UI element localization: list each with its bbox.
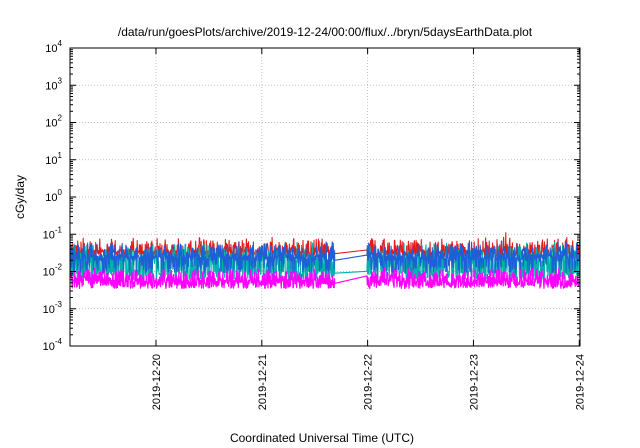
- x-tick-label: 2019-12-24: [574, 354, 586, 410]
- y-tick-label: 104: [45, 39, 62, 55]
- y-tick-label: 10-4: [43, 337, 63, 353]
- x-tick-label: 2019-12-22: [363, 354, 375, 410]
- y-tick-label: 100: [45, 188, 62, 204]
- x-tick-label: 2019-12-23: [468, 354, 480, 410]
- y-tick-label: 10-2: [43, 263, 63, 279]
- y-axis-label: cGy/day: [13, 175, 27, 219]
- x-tick-label: 2019-12-20: [151, 354, 163, 410]
- y-tick-label: 103: [45, 76, 62, 92]
- y-tick-label: 102: [45, 114, 62, 130]
- series-line: [69, 240, 581, 274]
- series-line: [69, 267, 581, 289]
- y-tick-label: 10-3: [43, 300, 63, 316]
- ticks: 10-4 10-3 10-2 10-1 100 101 102 103 104 2019-12-2…: [43, 39, 587, 410]
- chart-title: /data/run/goesPlots/archive/2019-12-24/0…: [118, 25, 533, 39]
- x-tick-label: 2019-12-21: [257, 354, 269, 410]
- x-axis-label: Coordinated Universal Time (UTC): [230, 431, 414, 445]
- grid: [70, 48, 580, 346]
- y-tick-label: 101: [45, 151, 62, 167]
- series-group: [69, 232, 581, 289]
- y-tick-label: 10-1: [43, 225, 63, 241]
